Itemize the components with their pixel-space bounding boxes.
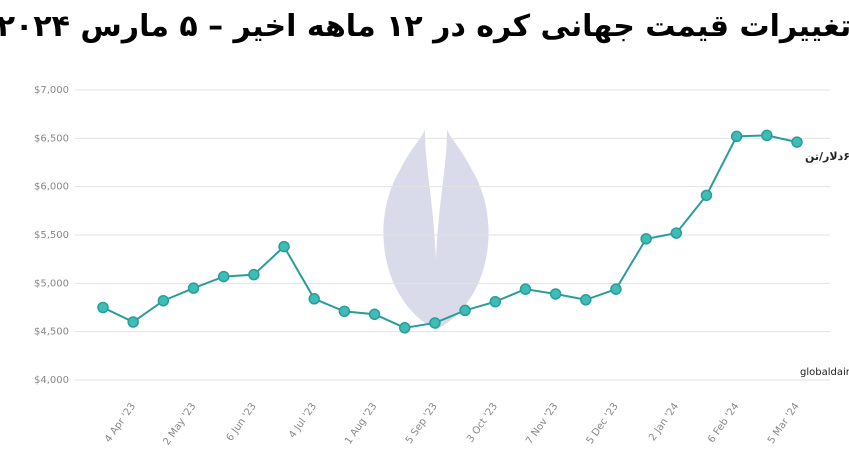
point bbox=[338, 305, 351, 318]
x-tick-label: 4 Jul '23 bbox=[287, 401, 319, 440]
annotation: ۶۴۶۱دلار/تن bbox=[805, 150, 849, 163]
point bbox=[157, 294, 170, 307]
point bbox=[97, 301, 109, 314]
x-tick-label: 6 Jun '23 bbox=[225, 401, 259, 443]
point bbox=[278, 240, 290, 253]
point bbox=[580, 294, 592, 306]
x-tick-label: 3 Oct '23 bbox=[465, 401, 500, 445]
point bbox=[700, 189, 713, 202]
point bbox=[791, 136, 803, 148]
chart-title: تغییرات قیمت جهانی کره در ۱۲ ماهه اخیر –… bbox=[0, 9, 849, 44]
point bbox=[730, 130, 743, 143]
x-tick-label: 5 Sep '23 bbox=[404, 401, 440, 446]
source: منبع: globaldairytrade bbox=[800, 367, 849, 378]
y-tick-label: $6,500 bbox=[34, 133, 69, 144]
x-tick-label: 2 Jan '24 bbox=[647, 401, 681, 443]
x-tick-label: 7 Nov '23 bbox=[524, 401, 560, 446]
y-tick-label: $7,000 bbox=[34, 85, 69, 96]
point bbox=[248, 268, 260, 281]
x-tick-label: 2 May '23 bbox=[161, 401, 198, 447]
y-tick-label: $5,500 bbox=[34, 230, 69, 241]
x-tick-label: 6 Feb '24 bbox=[706, 401, 741, 445]
y-tick-label: $5,000 bbox=[34, 278, 69, 289]
point bbox=[308, 293, 320, 305]
x-tick-label: 5 Dec '23 bbox=[585, 401, 621, 446]
y-tick-label: $4,000 bbox=[34, 375, 69, 386]
point bbox=[640, 233, 652, 245]
point bbox=[217, 270, 230, 283]
point bbox=[459, 304, 471, 317]
point bbox=[127, 316, 139, 328]
x-tick-label: 1 Aug '23 bbox=[343, 401, 379, 446]
point bbox=[519, 283, 532, 295]
point bbox=[670, 227, 683, 239]
point bbox=[549, 288, 562, 300]
x-tick-label: 4 Apr '23 bbox=[103, 401, 138, 445]
point bbox=[489, 295, 502, 308]
point bbox=[610, 283, 622, 295]
x-tick-label: 5 Mar '24 bbox=[766, 401, 802, 446]
point bbox=[187, 282, 200, 294]
watermark bbox=[383, 130, 489, 330]
point bbox=[761, 129, 773, 142]
point bbox=[368, 308, 381, 321]
y-tick-label: $4,500 bbox=[34, 327, 69, 338]
y-tick-label: $6,000 bbox=[34, 182, 69, 193]
point bbox=[429, 317, 441, 329]
point bbox=[398, 322, 411, 334]
